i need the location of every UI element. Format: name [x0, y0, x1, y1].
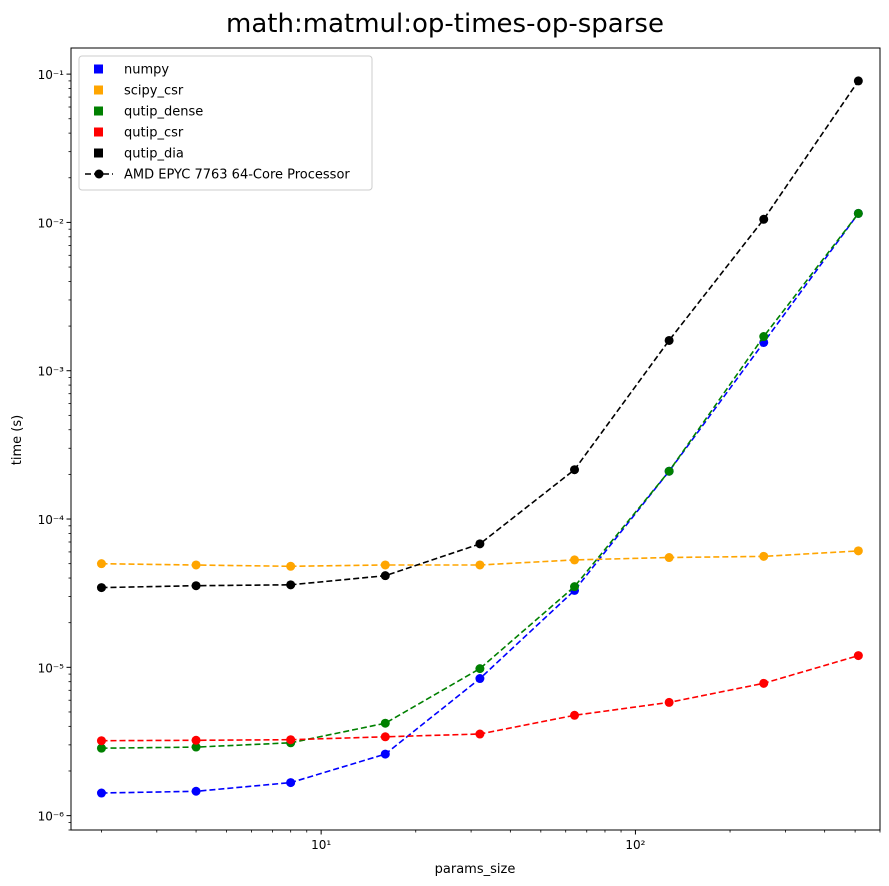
y-tick-label: 10⁻⁴: [38, 513, 65, 527]
data-point-scipy_csr: [664, 553, 674, 563]
legend-marker-qutip_dense: [94, 106, 103, 116]
legend-box: [78, 55, 373, 191]
legend-label-scipy_csr: scipy_csr: [124, 84, 184, 99]
data-point-scipy_csr: [96, 559, 106, 569]
y-tick-label: 10⁻³: [38, 365, 65, 379]
y-tick-label: 10⁻⁶: [38, 810, 65, 824]
x-axis-label: params_size: [435, 862, 516, 877]
data-point-qutip_csr: [853, 651, 863, 661]
data-point-numpy: [380, 749, 390, 759]
y-tick-label: 10⁻¹: [38, 68, 65, 82]
data-point-qutip_dia: [96, 583, 106, 593]
data-point-qutip_dense: [191, 742, 201, 752]
data-point-qutip_dense: [96, 743, 106, 753]
chart-title: math:matmul:op-times-op-sparse: [226, 9, 664, 39]
x-tick-label: 10²: [625, 838, 645, 852]
data-point-qutip_csr: [570, 710, 580, 720]
data-point-qutip_dia: [853, 76, 863, 86]
y-axis-label: time (s): [10, 415, 25, 465]
legend-marker-extra: [94, 169, 104, 179]
data-point-qutip_dia: [380, 571, 390, 581]
series-line-qutip_dense: [101, 212, 860, 749]
data-point-numpy: [286, 778, 296, 788]
legend-label-extra: AMD EPYC 7763 64-Core Processor: [124, 168, 350, 183]
data-point-scipy_csr: [759, 551, 769, 561]
plot-frame: [70, 47, 881, 831]
data-point-qutip_dense: [475, 664, 485, 674]
series-line-numpy: [101, 212, 860, 794]
data-point-qutip_dense: [759, 332, 769, 342]
series-line-qutip_dia: [101, 80, 860, 589]
data-point-scipy_csr: [286, 561, 296, 571]
legend-marker-qutip_csr: [94, 127, 103, 137]
data-point-qutip_csr: [664, 697, 674, 707]
data-point-qutip_csr: [286, 735, 296, 745]
data-point-scipy_csr: [380, 560, 390, 570]
legend-label-qutip_dense: qutip_dense: [124, 105, 203, 120]
data-point-qutip_dense: [664, 466, 674, 476]
data-point-qutip_dense: [570, 582, 580, 592]
data-point-qutip_csr: [380, 732, 390, 742]
data-point-qutip_csr: [475, 729, 485, 739]
data-point-scipy_csr: [191, 560, 201, 570]
data-point-qutip_dia: [286, 580, 296, 590]
data-point-qutip_csr: [759, 678, 769, 688]
data-point-qutip_dense: [853, 208, 863, 218]
data-point-numpy: [96, 788, 106, 798]
legend-label-numpy: numpy: [124, 63, 169, 78]
data-point-qutip_csr: [191, 735, 201, 745]
data-point-qutip_csr: [96, 736, 106, 746]
data-point-qutip_dense: [380, 718, 390, 728]
data-point-scipy_csr: [853, 546, 863, 556]
legend-marker-qutip_dia: [94, 148, 103, 158]
data-point-numpy: [191, 786, 201, 796]
y-tick-label: 10⁻²: [38, 216, 65, 230]
legend-marker-scipy_csr: [94, 85, 103, 95]
data-point-qutip_dia: [664, 335, 674, 345]
plot-area: 10¹ 10² 10⁻⁶ 10⁻⁵ 10⁻⁴ 10⁻³ 10⁻² 10⁻¹: [38, 47, 881, 852]
data-point-numpy: [475, 674, 485, 684]
data-point-scipy_csr: [475, 560, 485, 570]
legend-label-qutip_csr: qutip_csr: [124, 126, 184, 141]
data-point-qutip_dia: [570, 465, 580, 475]
legend-marker-numpy: [94, 64, 103, 74]
data-point-qutip_dia: [759, 214, 769, 224]
legend-label-qutip_dia: qutip_dia: [124, 147, 184, 162]
legend: numpy scipy_csr qutip_dense qutip_csr qutip_…: [78, 55, 373, 191]
data-point-qutip_dia: [475, 539, 485, 549]
data-point-qutip_dia: [191, 581, 201, 591]
x-tick-label: 10¹: [311, 838, 331, 852]
y-tick-label: 10⁻⁵: [38, 661, 65, 675]
data-point-scipy_csr: [570, 555, 580, 565]
